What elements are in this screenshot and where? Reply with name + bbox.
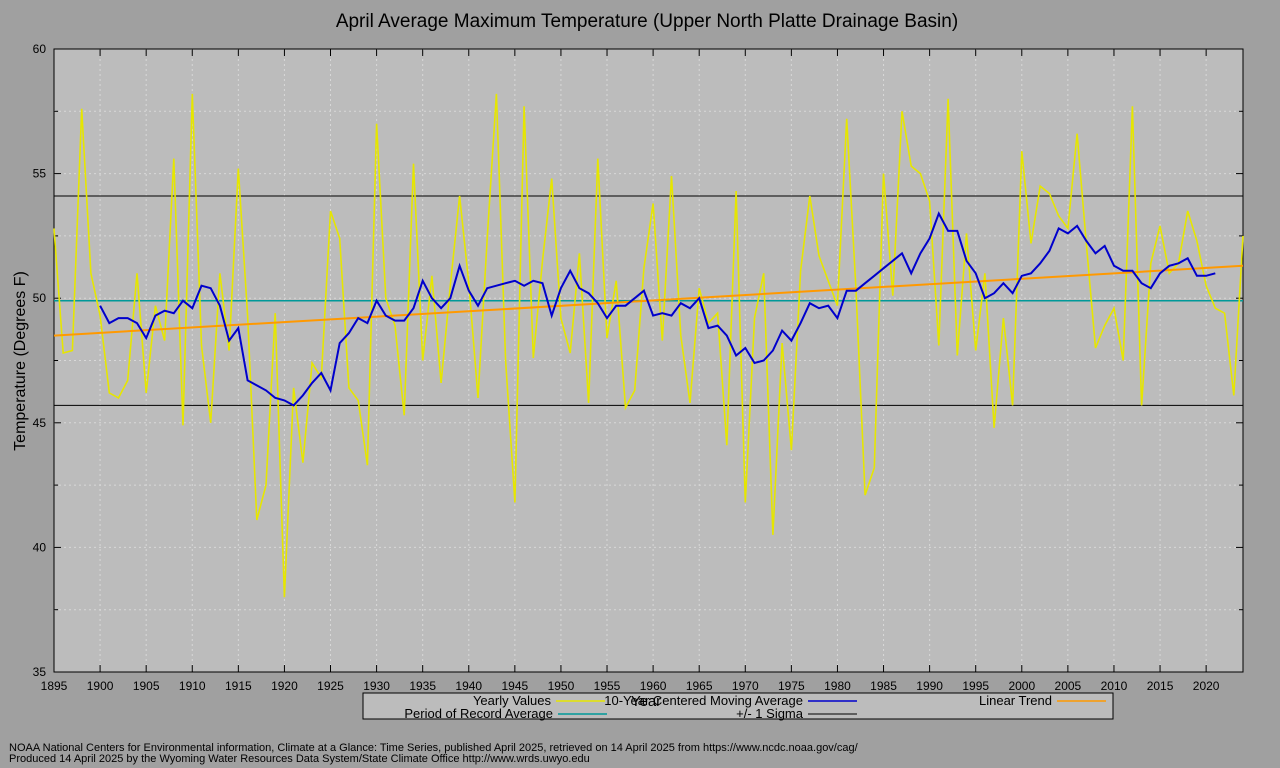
legend-label-trend: Linear Trend [979, 693, 1052, 708]
legend-label-por: Period of Record Average [404, 706, 553, 721]
footer-credit-line2: Produced 14 April 2025 by the Wyoming Wa… [9, 753, 590, 765]
x-axis: 1895 1900 1905 1910 1915 1920 1925 1930 1935 1940… [41, 49, 1220, 693]
x-tick-label: 1935 [409, 679, 436, 693]
y-tick-label: 45 [33, 416, 47, 430]
legend-label-moving: 10-Year Centered Moving Average [604, 693, 803, 708]
x-tick-label: 1910 [179, 679, 206, 693]
y-axis: 35 40 45 50 55 60 [33, 42, 1243, 679]
y-tick-label: 40 [33, 540, 47, 554]
x-tick-label: 2005 [1055, 679, 1082, 693]
x-tick-label: 1965 [686, 679, 713, 693]
x-tick-label: 1940 [455, 679, 482, 693]
legend: Yearly Values 10-Year Centered Moving Av… [362, 692, 1114, 721]
y-tick-label: 50 [33, 291, 47, 305]
x-tick-label: 1950 [548, 679, 575, 693]
x-tick-label: 2020 [1193, 679, 1220, 693]
x-tick-label: 1925 [317, 679, 344, 693]
x-tick-label: 1955 [594, 679, 621, 693]
x-tick-label: 1905 [133, 679, 160, 693]
y-tick-label: 60 [33, 42, 47, 56]
footer-credit-line1: NOAA National Centers for Environmental … [9, 742, 858, 754]
x-tick-label: 2010 [1101, 679, 1128, 693]
y-tick-label: 55 [33, 167, 47, 181]
x-tick-label: 1995 [962, 679, 989, 693]
x-tick-label: 1960 [640, 679, 667, 693]
x-tick-label: 1985 [870, 679, 897, 693]
legend-box [362, 692, 1114, 720]
x-tick-label: 1900 [87, 679, 114, 693]
x-tick-label: 2000 [1008, 679, 1035, 693]
series-layer [53, 93, 1244, 598]
x-tick-label: 1920 [271, 679, 298, 693]
legend-label-yearly: Yearly Values [473, 693, 552, 708]
y-tick-label: 35 [33, 665, 47, 679]
x-tick-label: 1975 [778, 679, 805, 693]
x-tick-label: 2015 [1147, 679, 1174, 693]
grid [54, 49, 1243, 672]
x-tick-label: 1930 [363, 679, 390, 693]
x-tick-label: 1945 [502, 679, 529, 693]
x-tick-label: 1970 [732, 679, 759, 693]
moving-average-line [99, 211, 1216, 407]
x-tick-label: 1915 [225, 679, 252, 693]
chart-title: April Average Maximum Temperature (Upper… [336, 11, 958, 32]
y-axis-label: Temperature (Degrees F) [12, 271, 29, 451]
x-tick-label: 1980 [824, 679, 851, 693]
yearly-values-line [53, 93, 1244, 598]
x-tick-label: 1990 [916, 679, 943, 693]
x-tick-label: 1895 [41, 679, 68, 693]
x-axis-label: Year [631, 693, 661, 710]
legend-label-sigma: +/- 1 Sigma [736, 706, 804, 721]
